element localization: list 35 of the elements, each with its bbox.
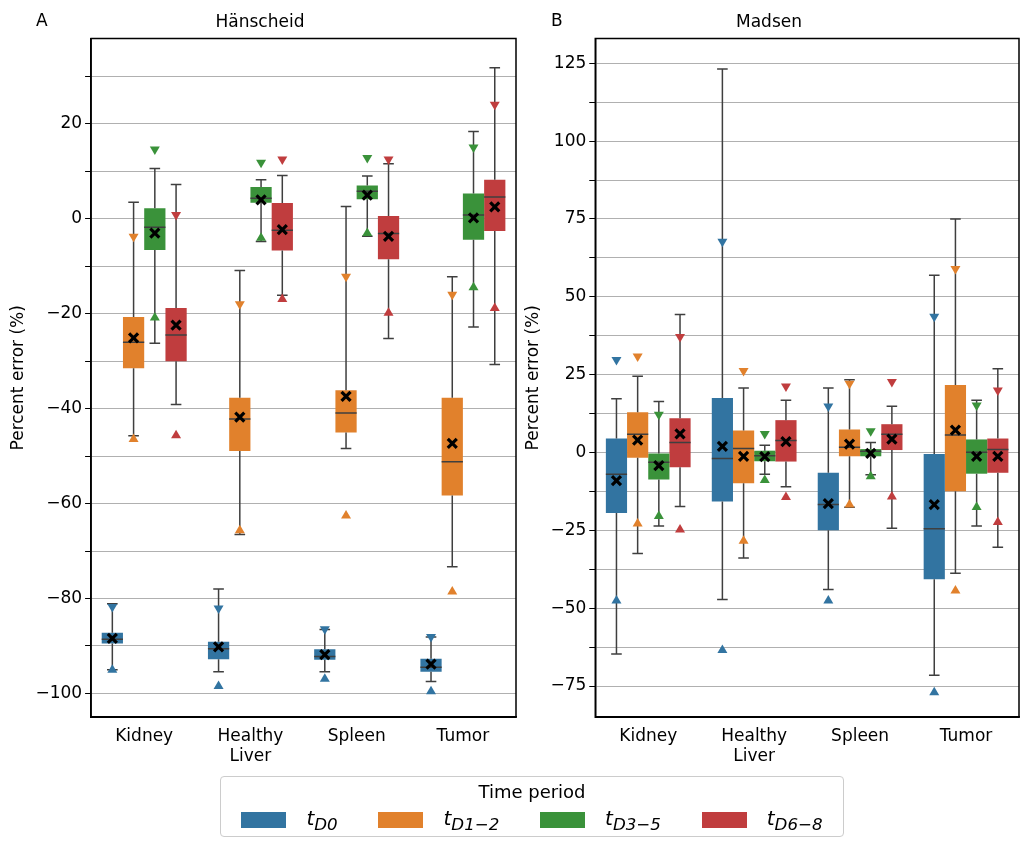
y-tick-label: −50 (550, 596, 587, 617)
chart-title: Madsen (736, 10, 802, 31)
x-tick-label: Tumor (938, 724, 993, 745)
y-tick-label: 100 (553, 129, 587, 150)
x-tick-label: Spleen (831, 724, 890, 745)
y-tick-label: 75 (564, 207, 587, 228)
y-axis-title: Percent error (%) (521, 305, 542, 451)
y-tick-label: 25 (564, 363, 587, 384)
x-tick-label: Spleen (327, 724, 386, 745)
x-tick-label: Healthy Liver (721, 724, 788, 766)
y-tick-label: 50 (564, 285, 587, 306)
chart-title: Hänscheid (215, 10, 305, 31)
x-tick-label: Kidney (619, 724, 678, 745)
legend-title: Time period (477, 781, 587, 802)
y-tick-label: 125 (553, 51, 587, 72)
x-tick-label: Healthy Liver (217, 724, 284, 766)
legend-label: t$_{D3−5}$ (605, 806, 661, 834)
y-tick-label: −20 (46, 302, 83, 323)
y-tick-label: −80 (46, 586, 83, 607)
x-tick-label: Tumor (435, 724, 490, 745)
legend-label: t$_{D0}$ (306, 806, 338, 834)
y-tick-label: −100 (35, 681, 83, 702)
legend-label: t$_{D1−2}$ (443, 806, 500, 834)
y-tick-label: −25 (550, 518, 587, 539)
y-tick-label: −60 (46, 492, 83, 513)
legend-label: t$_{D6−8}$ (766, 806, 823, 834)
y-tick-label: 0 (575, 440, 587, 461)
x-tick-label: Kidney (115, 724, 174, 745)
y-axis-title: Percent error (%) (6, 305, 27, 451)
y-tick-label: −75 (550, 674, 587, 695)
y-tick-label: 20 (60, 112, 83, 133)
text: A (36, 10, 48, 30)
y-tick-label: −40 (46, 397, 83, 418)
text: B (551, 10, 563, 30)
y-tick-label: 0 (71, 207, 83, 228)
